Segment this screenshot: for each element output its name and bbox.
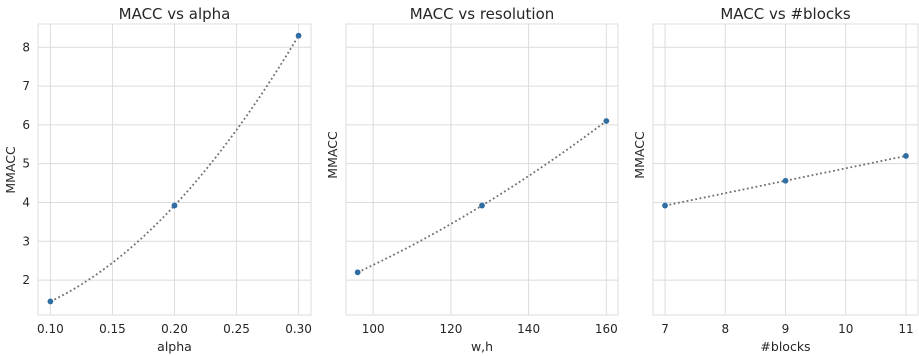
x-tick-label: 0.20 (161, 322, 188, 336)
data-point (479, 202, 485, 209)
chart-title: MACC vs alpha (119, 5, 231, 23)
x-axis-label: #blocks (760, 339, 810, 354)
data-point (295, 32, 302, 39)
y-tick-label: 6 (22, 118, 30, 132)
panel-1: 0.10 0.15 0.20 0.25 0.30 2 3 4 5 6 7 8 MACC vs alpha… (3, 5, 312, 354)
data-point (662, 202, 668, 209)
y-axis-label: MMACC (3, 146, 18, 194)
x-tick-label: 120 (439, 322, 462, 336)
x-tick-label: 8 (721, 322, 729, 336)
y-tick-label: 2 (22, 273, 30, 287)
x-tick-label: 160 (595, 322, 618, 336)
y-tick-label: 3 (22, 234, 30, 248)
y-tick-label: 7 (22, 79, 30, 93)
data-point (903, 153, 909, 159)
x-tick-label: 0.15 (99, 322, 126, 336)
data-point (782, 177, 789, 184)
x-tick-label: 9 (782, 322, 790, 336)
y-axis-label: MMACC (325, 131, 340, 179)
x-tick-label: 0.10 (37, 322, 64, 336)
chart-title: MACC vs #blocks (720, 5, 850, 23)
panel-3: 7 8 9 10 11 MACC vs #blocks #blocks MMACC (632, 5, 919, 354)
data-point (603, 118, 610, 124)
x-tick-label: 100 (362, 322, 385, 336)
y-tick-label: 4 (22, 195, 30, 209)
data-point (171, 202, 178, 209)
y-tick-label: 8 (22, 40, 30, 54)
x-tick-label: 0.30 (285, 322, 312, 336)
x-axis-label: alpha (157, 339, 192, 354)
y-tick-label: 5 (22, 157, 30, 171)
x-tick-label: 140 (517, 322, 540, 336)
x-tick-label: 0.25 (223, 322, 250, 336)
data-point (354, 269, 361, 276)
x-axis-label: w,h (471, 339, 493, 354)
y-axis-label: MMACC (632, 131, 647, 179)
plot-area (345, 23, 619, 316)
x-tick-label: 7 (661, 322, 669, 336)
panel-2: 100 120 140 160 MACC vs resolution w,h MMACC (325, 5, 619, 354)
x-tick-label: 10 (838, 322, 853, 336)
fit-curve (664, 155, 907, 207)
fit-curve (50, 35, 300, 303)
chart-title: MACC vs resolution (410, 5, 555, 23)
data-point (47, 298, 54, 305)
x-tick-label: 11 (898, 322, 913, 336)
